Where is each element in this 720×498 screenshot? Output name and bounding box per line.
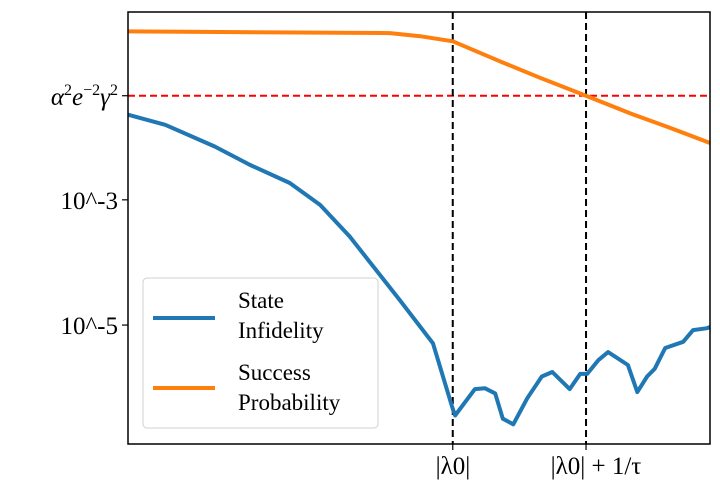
legend: State Infidelity Success Probability [142,277,379,429]
legend-label-success-2: Probability [238,390,341,415]
y-tick-label-1e-3: 10^-3 [60,188,118,215]
series-lines [127,29,711,427]
reference-lines [128,12,710,444]
y-tick-label-1e-5: 10^-5 [60,313,118,340]
legend-label-success-1: Success [238,360,311,385]
legend-label-infidelity-1: State [238,288,284,313]
plot-frame [127,11,711,445]
y-tick-label-alpha: α2e−2γ2 [51,82,118,111]
y-axis-ticks [122,95,128,326]
x-axis-ticks [452,444,587,450]
series-line-state-infidelity [127,112,711,427]
legend-label-infidelity-2: Infidelity [238,318,324,343]
x-tick-label-lambda0-plus-inv-tau: |λ0| + 1/τ [551,453,642,480]
legend-box [142,277,379,429]
x-tick-label-lambda0: |λ0| [436,453,471,480]
series-line-success-probability [127,29,711,145]
